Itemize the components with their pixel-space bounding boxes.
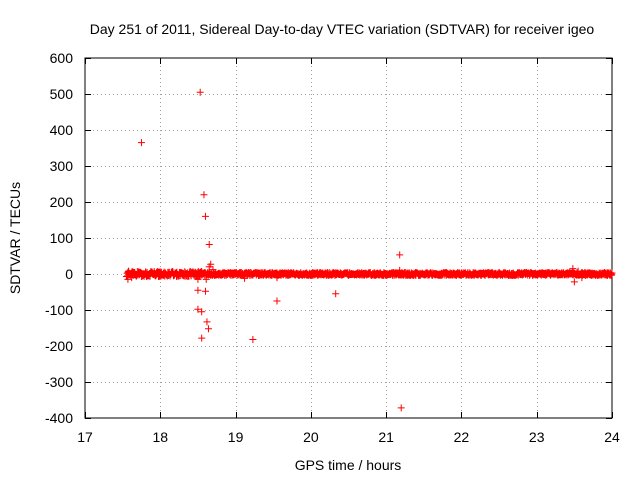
data-point [569,265,577,273]
data-point [194,286,202,294]
data-markers [122,88,616,412]
data-point [137,139,145,147]
data-point [332,290,340,298]
y-tick-label: 500 [50,86,74,102]
data-point [194,305,202,313]
x-tick-label: 19 [228,429,244,445]
data-point [209,266,217,274]
data-point [205,240,213,248]
tick-labels: 17 18 19 20 21 22 23 24 -400 -300 -200 -100 0 100 200 3… [45,50,620,445]
y-tick-label: 0 [65,266,73,282]
axis-ticks [85,58,613,419]
data-point [396,266,404,274]
data-point [201,212,209,220]
data-point [574,267,582,275]
data-point [273,297,281,305]
data-point [241,274,249,282]
y-tick-label: -200 [45,338,73,354]
grid-lines [85,58,612,418]
data-point [204,325,212,333]
data-point [202,275,210,283]
data-point [397,404,405,412]
data-point [128,274,136,282]
data-point [198,308,206,316]
data-point [198,334,206,342]
data-point [578,274,586,282]
y-tick-label: 600 [50,50,74,66]
y-tick-label: 400 [50,122,74,138]
x-tick-label: 23 [529,429,545,445]
data-point [124,275,132,283]
y-tick-label: -400 [45,410,73,426]
x-tick-label: 24 [604,429,620,445]
x-tick-label: 20 [303,429,319,445]
data-point [194,275,202,283]
data-point [273,274,281,282]
data-point [125,267,133,275]
data-point [249,336,257,344]
x-tick-label: 21 [378,429,394,445]
x-axis-label: GPS time / hours [295,457,402,473]
data-point [201,287,209,295]
data-point [203,318,211,326]
y-tick-label: -300 [45,374,73,390]
data-point [200,191,208,199]
data-point [570,278,578,286]
x-tick-label: 22 [454,429,470,445]
y-tick-label: 200 [50,194,74,210]
chart-title: Day 251 of 2011, Sidereal Day-to-day VTE… [90,21,595,37]
y-axis-label: SDTVAR / TECUs [7,182,23,294]
data-point [608,269,616,277]
x-tick-label: 18 [152,429,168,445]
y-tick-label: 100 [50,230,74,246]
data-point [396,251,404,259]
x-tick-label: 17 [77,429,93,445]
data-point [196,88,204,96]
y-tick-label: 300 [50,158,74,174]
y-tick-label: -100 [45,302,73,318]
data-point [207,260,215,268]
